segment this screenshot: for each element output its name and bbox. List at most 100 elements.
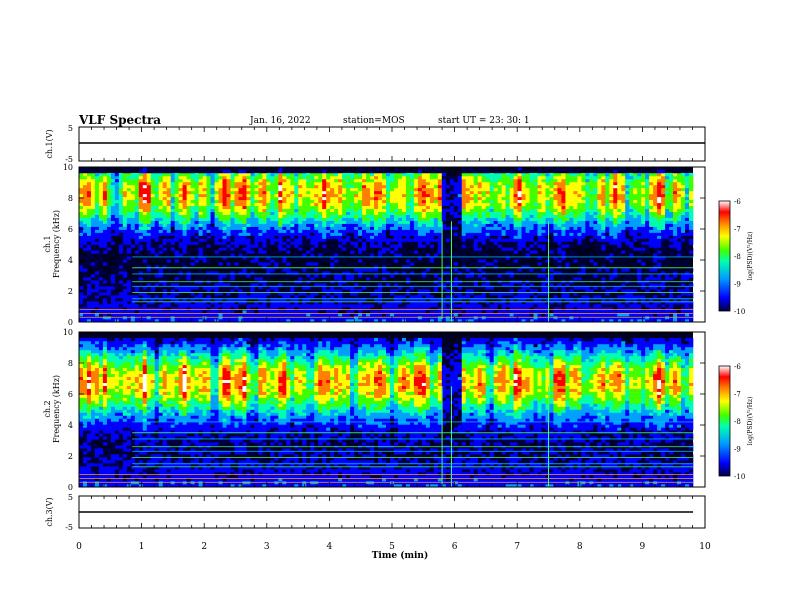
spectrogram-cell	[346, 319, 351, 323]
spectrogram-cell	[445, 313, 451, 317]
spectrogram-cell	[118, 307, 124, 311]
spectrogram-cell	[154, 235, 160, 239]
spectrogram-cell	[198, 301, 203, 305]
spectrogram-cell	[517, 199, 522, 204]
spectrogram-cell	[158, 244, 164, 248]
spectrogram-cell	[122, 211, 128, 215]
spectrogram-cell	[298, 244, 303, 248]
spectrogram-cell	[86, 187, 92, 192]
spectrogram-cell	[350, 187, 355, 192]
spectrogram-cell	[258, 187, 263, 192]
spectrogram-cell	[437, 199, 443, 204]
spectrogram-cell	[166, 226, 171, 230]
spectrogram-cell	[465, 283, 471, 287]
spectrogram-cell	[79, 205, 84, 210]
spectrogram-cell	[178, 175, 183, 180]
spectrogram-cell	[154, 181, 160, 186]
spectrogram-cell	[198, 178, 203, 183]
spectrogram-cell	[278, 208, 283, 213]
spectrogram-cell	[194, 229, 199, 233]
spectrogram-cell	[405, 238, 411, 242]
spectrogram-cell	[310, 319, 315, 323]
spectrogram-cell	[158, 274, 164, 278]
spectrogram-cell	[134, 217, 140, 221]
spectrogram-cell	[250, 292, 255, 296]
spectrogram-cell	[158, 223, 164, 227]
spectrogram-cell	[485, 214, 490, 218]
spectrogram-cell	[350, 292, 355, 296]
spectrogram-cell	[178, 205, 183, 210]
spectrogram-cell	[238, 250, 243, 254]
spectrogram-cell	[354, 175, 359, 180]
spectrogram-cell	[270, 205, 275, 210]
spectrogram-cell	[358, 283, 363, 287]
spectrogram-cell	[90, 190, 96, 195]
spectrogram-cell	[326, 301, 331, 305]
spectrogram-cell	[318, 241, 323, 245]
spectrogram-cell	[106, 232, 112, 236]
spectrogram-cell	[505, 277, 510, 281]
spectrogram-cell	[238, 181, 243, 186]
spectrogram-cell	[158, 232, 164, 236]
spectrogram-cell	[409, 196, 415, 201]
spectrogram-cell	[98, 301, 104, 305]
spectrogram-cell	[94, 172, 100, 177]
spectrogram-cell	[134, 214, 140, 218]
spectrogram-cell	[525, 202, 530, 207]
spectrogram-cell	[338, 196, 343, 201]
spectrogram-cell	[258, 202, 263, 207]
spectrogram-cell	[126, 181, 132, 186]
spectrogram-cell	[186, 235, 191, 239]
spectrogram-cell	[146, 298, 152, 302]
spectrogram-cell	[521, 181, 526, 186]
spectrogram-cell	[222, 172, 227, 177]
spectrogram-cell	[505, 238, 510, 242]
spectrogram-cell	[210, 226, 215, 230]
spectrogram-cell	[166, 181, 171, 186]
spectrogram-cell	[174, 184, 179, 189]
spectrogram-cell	[286, 271, 291, 275]
spectrogram-cell	[274, 307, 279, 311]
spectrogram-cell	[270, 259, 275, 263]
spectrogram-cell	[330, 187, 335, 192]
spectrogram-cell	[250, 259, 255, 263]
spectrogram-cell	[338, 244, 343, 248]
spectrogram-cell	[230, 220, 235, 224]
spectrogram-cell	[461, 256, 467, 260]
spectrogram-cell	[122, 190, 128, 195]
spectrogram-cell	[194, 295, 199, 299]
spectrogram-cell	[389, 229, 395, 233]
spectrogram-cell	[461, 283, 467, 287]
spectrogram-cell	[338, 167, 343, 171]
spectrogram-cell	[417, 199, 423, 204]
spectrogram-cell	[198, 193, 203, 198]
spectrogram-cell	[118, 226, 124, 230]
spectrogram-cell	[258, 226, 263, 230]
spectrogram-cell	[465, 235, 471, 239]
spectrogram-cell	[477, 208, 482, 213]
spectrogram-cell	[242, 190, 247, 195]
spectrogram-cell	[178, 238, 183, 242]
spectrogram-cell	[374, 265, 379, 269]
spectrogram-cell	[314, 190, 319, 195]
spectrogram-cell	[278, 259, 283, 263]
spectrogram-cell	[302, 205, 307, 210]
spectrogram-cell	[374, 193, 379, 198]
spectrogram-cell	[98, 193, 104, 198]
spectrogram-cell	[110, 190, 116, 195]
spectrogram-cell	[82, 235, 88, 239]
spectrogram-cell	[354, 289, 359, 293]
spectrogram-cell	[421, 304, 427, 308]
spectrogram-cell	[409, 211, 415, 215]
spectrogram-cell	[242, 289, 247, 293]
spectrogram-cell	[389, 238, 395, 242]
spectrogram-cell	[266, 262, 271, 266]
spectrogram-cell	[230, 313, 235, 317]
spectrogram-cell	[186, 172, 191, 177]
spectrogram-cell	[146, 250, 152, 254]
spectrogram-cell	[374, 310, 379, 314]
spectrogram-cell	[134, 286, 140, 290]
spectrogram-cell	[322, 319, 327, 323]
spectrogram-cell	[306, 217, 311, 221]
spectrogram-cell	[86, 211, 92, 215]
